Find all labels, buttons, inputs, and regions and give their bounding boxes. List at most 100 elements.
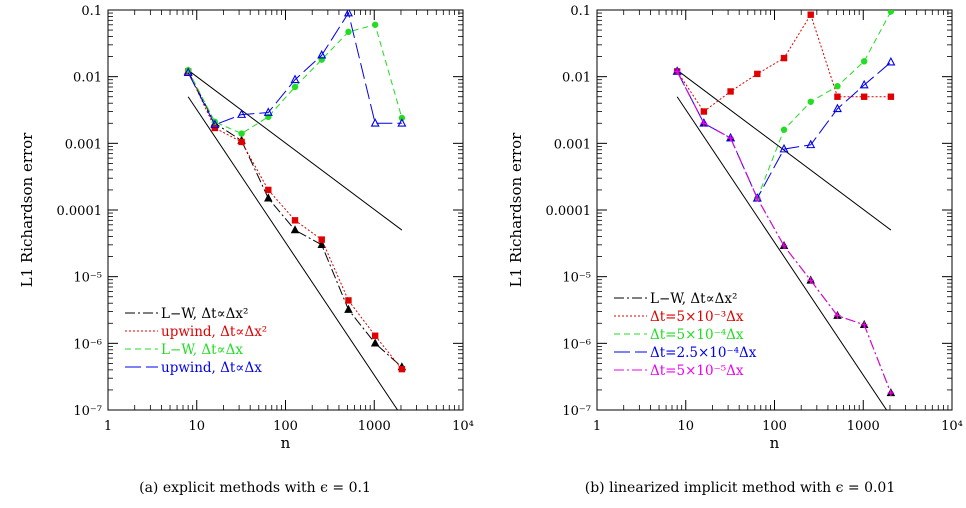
x-axis-label: n [281, 434, 291, 452]
data-point-s4 [183, 67, 193, 76]
legend-2: L−W, Δt∝Δx² Δt=5×10⁻³Δx Δt=5×10⁻⁴Δx Δt=2.5×… [614, 291, 757, 379]
x-tick-label: 100 [273, 419, 298, 434]
data-point-s3 [238, 130, 245, 137]
data-point-s3 [291, 83, 299, 91]
data-point-s5 [834, 312, 841, 319]
data-point-s3 [265, 113, 272, 121]
panel-2-data [672, 10, 896, 410]
data-point-s2 [265, 186, 272, 194]
x-tick-label: 100 [762, 419, 787, 434]
x-tick-label: 1 [104, 419, 112, 434]
data-point-s2 [727, 88, 734, 95]
y-tick-label: 0.01 [73, 71, 102, 86]
reference-line [676, 69, 892, 231]
data-point-s2 [754, 70, 761, 78]
y-tick-label: 0.001 [554, 137, 591, 152]
data-point-s4 [397, 118, 407, 127]
data-point-s3 [345, 28, 352, 36]
data-point-s4 [370, 118, 380, 127]
data-point-s3 [887, 10, 895, 15]
data-point-s2 [371, 332, 379, 339]
data-point-s4 [859, 79, 869, 89]
x-tick-label: 10 [188, 419, 205, 434]
y-tick-label: 0.0001 [546, 204, 592, 219]
legend-label-2: Δt=5×10⁻³Δx [650, 309, 744, 325]
caption-b: (b) linearized implicit method with ϵ = … [584, 480, 896, 496]
x-tick-label: 10⁴ [941, 419, 963, 434]
data-point-s2 [807, 11, 814, 18]
data-point-s4 [779, 143, 789, 153]
data-point-s4 [263, 107, 273, 116]
data-point-s2 [887, 93, 895, 100]
data-point-s4 [343, 10, 353, 17]
reference-line [187, 96, 399, 410]
y-tick-label: 10⁻⁶ [562, 337, 591, 352]
data-point-s5 [754, 195, 761, 202]
series-line-4 [187, 11, 402, 126]
caption-a: (a) explicit methods with ϵ = 0.1 [139, 480, 371, 496]
y-tick-label: 0.01 [562, 71, 591, 86]
data-point-s5 [700, 120, 708, 127]
data-point-s4 [237, 109, 247, 118]
data-point-s2 [238, 138, 245, 146]
legend-label-5: Δt=5×10⁻⁵Δx [650, 363, 744, 379]
panel-1-data [183, 10, 407, 410]
chart-panel-1: 1 10 100 1000 10⁴ 0.1 0.01 0.001 0.0001 10⁻⁵ 10⁻⁶ 1… [18, 4, 474, 452]
reference-line [676, 96, 888, 410]
series-line-3 [187, 24, 403, 135]
legend-label-4: upwind, Δt∝Δx [161, 360, 262, 376]
series-line-1 [187, 71, 403, 368]
data-point-s3 [834, 82, 841, 90]
y-axis-label: L1 Richardson error [18, 132, 36, 288]
y-tick-label: 0.0001 [57, 204, 103, 219]
x-tick-label: 10⁴ [452, 419, 474, 434]
y-tick-label: 0.1 [570, 4, 591, 19]
y-tick-label: 10⁻⁵ [562, 271, 591, 286]
legend-1: L−W, Δt∝Δx² upwind, Δt∝Δx² L−W, Δt∝Δx upwin… [125, 306, 267, 376]
data-point-s2 [834, 93, 841, 100]
data-point-s5 [807, 277, 814, 284]
series-line-2 [676, 13, 891, 113]
data-point-s2 [291, 217, 299, 224]
data-point-s4 [806, 139, 816, 149]
data-point-s5 [727, 134, 734, 142]
legend-label-1: L−W, Δt∝Δx² [161, 306, 248, 322]
chart-panel-2: 1 10 100 1000 10⁴ 0.1 0.01 0.001 0.0001 10⁻⁵ 10⁻⁶ 1… [507, 4, 963, 452]
data-point-s1 [370, 338, 380, 347]
data-point-s3 [860, 58, 868, 65]
y-tick-label: 10⁻⁶ [73, 337, 102, 352]
data-point-s3 [780, 126, 788, 133]
data-point-s4 [210, 119, 220, 129]
data-point-s4 [290, 74, 300, 84]
data-point-s1 [317, 240, 326, 249]
y-tick-label: 10⁻⁵ [73, 271, 102, 286]
series-line-3 [756, 11, 892, 199]
x-tick-label: 1 [593, 419, 601, 434]
data-point-s3 [807, 98, 814, 105]
series-line-5 [676, 71, 892, 394]
y-tick-label: 0.1 [81, 4, 102, 19]
data-point-s2 [700, 108, 708, 115]
data-point-s1 [344, 304, 353, 313]
data-point-s5 [860, 321, 868, 328]
y-tick-label: 10⁻⁷ [73, 404, 102, 419]
data-point-s2 [318, 236, 325, 243]
legend-label-1: L−W, Δt∝Δx² [650, 291, 737, 307]
data-point-s4 [886, 56, 896, 66]
reference-line [187, 69, 403, 231]
data-point-s1 [264, 193, 273, 202]
data-point-s2 [398, 365, 406, 373]
data-point-s2 [345, 297, 352, 304]
x-tick-label: 1000 [847, 419, 880, 434]
x-tick-label: 10 [677, 419, 694, 434]
data-point-s2 [860, 93, 868, 100]
data-point-s5 [780, 242, 788, 250]
legend-label-4: Δt=2.5×10⁻⁴Δx [650, 345, 757, 361]
y-axis-label: L1 Richardson error [507, 132, 525, 288]
legend-label-3: Δt=5×10⁻⁴Δx [650, 327, 744, 343]
data-point-s4 [832, 103, 842, 113]
data-point-s4 [317, 50, 327, 59]
data-point-s5 [887, 389, 895, 397]
data-point-s3 [398, 114, 406, 122]
